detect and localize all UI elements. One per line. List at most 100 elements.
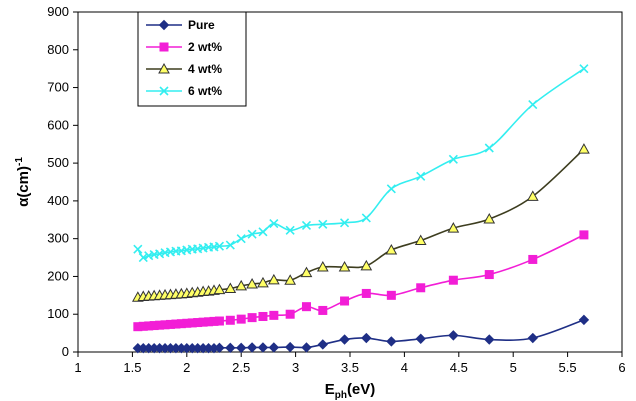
data-point: [269, 218, 279, 229]
data-point: [225, 240, 235, 250]
legend-item: 6 wt%: [146, 84, 222, 98]
data-point: [235, 342, 247, 354]
y-tick-label: 800: [47, 42, 69, 57]
data-point: [133, 244, 143, 254]
y-tick-label: 300: [47, 231, 69, 246]
data-point: [579, 64, 589, 74]
data-point: [361, 213, 371, 223]
data-point: [300, 266, 313, 278]
data-point: [159, 86, 169, 96]
data-point: [578, 314, 590, 326]
data-point: [247, 313, 257, 323]
legend-item: Pure: [146, 18, 215, 32]
data-point: [339, 218, 350, 228]
data-point: [236, 314, 246, 324]
data-point: [527, 332, 538, 344]
data-point: [361, 288, 371, 298]
y-axis-title: α(cm)-1: [14, 157, 32, 207]
y-tick-label: 900: [47, 4, 69, 19]
series-2-wt-: [133, 230, 589, 332]
x-tick-label: 2.5: [232, 360, 250, 375]
data-point: [484, 270, 494, 280]
data-point: [484, 143, 494, 153]
x-axis-ticks: 1 1.5 2 2.5 3 3.5 4 4.5 5 5.5 6: [74, 352, 626, 375]
data-point: [138, 252, 148, 263]
y-tick-label: 0: [62, 344, 69, 359]
legend-label: 2 wt%: [188, 40, 222, 54]
y-tick-label: 400: [47, 193, 69, 208]
data-point: [447, 222, 460, 233]
data-point: [258, 227, 268, 237]
data-point: [526, 190, 539, 201]
data-point: [225, 315, 235, 325]
legend-item: 2 wt%: [146, 40, 222, 54]
data-point: [236, 234, 246, 244]
data-point: [269, 310, 279, 320]
legend-label: 6 wt%: [188, 84, 222, 98]
data-point: [213, 283, 226, 295]
x-tick-label: 5: [510, 360, 517, 375]
data-point: [318, 305, 328, 315]
data-point: [267, 273, 280, 285]
x-tick-label: 3.5: [341, 360, 359, 375]
data-point: [361, 332, 372, 344]
data-point: [158, 62, 170, 74]
data-point: [268, 342, 280, 353]
data-point: [528, 254, 538, 264]
data-point: [225, 342, 236, 354]
data-point: [448, 275, 458, 285]
data-point: [246, 342, 258, 353]
data-point: [386, 336, 397, 347]
y-axis-ticks: 0 100 200 300 400 500 600 700 800 900: [47, 4, 78, 359]
x-tick-label: 4: [401, 360, 408, 375]
y-tick-label: 100: [47, 306, 69, 321]
data-point: [224, 282, 237, 294]
data-point: [247, 229, 257, 239]
data-point: [416, 171, 426, 181]
x-tick-label: 3: [292, 360, 299, 375]
series-4-wt-: [131, 143, 590, 302]
data-point: [414, 234, 427, 246]
data-point: [159, 42, 169, 52]
legend-label: 4 wt%: [188, 62, 222, 76]
data-point: [257, 342, 269, 353]
data-point: [448, 154, 458, 164]
data-point: [258, 311, 268, 321]
x-tick-label: 4.5: [450, 360, 468, 375]
data-point: [385, 243, 398, 255]
data-point: [235, 279, 248, 291]
data-point: [340, 296, 350, 306]
data-point: [339, 334, 350, 345]
data-point: [301, 302, 311, 312]
data-point: [483, 212, 496, 224]
data-point: [579, 230, 589, 240]
data-point: [578, 143, 590, 154]
y-tick-label: 200: [47, 268, 69, 283]
data-point: [316, 260, 329, 272]
legend-item: 4 wt%: [146, 62, 222, 76]
data-point: [415, 333, 426, 344]
data-point: [214, 342, 225, 354]
series-pure: [132, 314, 590, 354]
data-point: [386, 184, 396, 194]
data-point: [284, 274, 297, 285]
x-tick-label: 2: [183, 360, 190, 375]
data-point: [285, 309, 295, 319]
data-point: [301, 342, 312, 353]
x-tick-label: 1.5: [123, 360, 141, 375]
x-axis-title: Eph(eV): [325, 381, 376, 401]
data-point: [158, 19, 170, 31]
data-point: [416, 283, 426, 293]
data-point: [285, 225, 295, 235]
y-tick-label: 500: [47, 155, 69, 170]
data-point: [284, 341, 296, 353]
series-6-wt-: [133, 64, 589, 263]
data-point: [318, 219, 328, 229]
y-tick-label: 700: [47, 80, 69, 95]
data-point: [386, 290, 396, 300]
data-point: [338, 260, 351, 272]
series-line: [137, 148, 585, 299]
data-point: [257, 276, 269, 288]
x-tick-label: 6: [618, 360, 625, 375]
legend-label: Pure: [188, 18, 215, 32]
